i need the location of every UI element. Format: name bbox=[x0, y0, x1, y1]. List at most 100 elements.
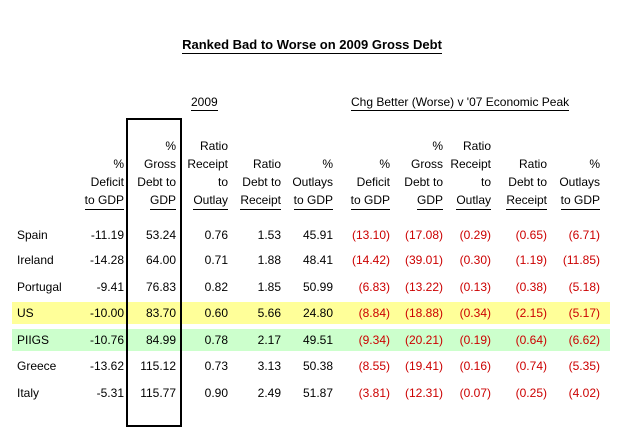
table-cell: 53.24 bbox=[145, 228, 176, 242]
column-header-line: to GDP bbox=[84, 191, 124, 210]
table-cell: (12.31) bbox=[404, 386, 443, 400]
table-cell: (0.34) bbox=[459, 306, 491, 320]
column-header: % Outlays to GDP bbox=[540, 142, 600, 210]
column-header-line: Outlay bbox=[193, 191, 228, 210]
table-cell: (3.81) bbox=[358, 386, 390, 400]
column-header-line: Debt to bbox=[508, 175, 547, 189]
column-header-line: % bbox=[322, 157, 333, 171]
table-row: Greece -13.62 115.12 0.73 3.13 50.38 (8.55) (19… bbox=[12, 355, 610, 377]
table-cell: (6.83) bbox=[358, 280, 390, 294]
column-header: % Gross Debt to GDP bbox=[116, 139, 176, 210]
column-header-line: Receipt bbox=[506, 191, 547, 210]
table-cell: (20.21) bbox=[404, 333, 443, 347]
table-row: US -10.00 83.70 0.60 5.66 24.80 (8.84) (18.88) (… bbox=[12, 302, 610, 324]
column-header-line: Debt to bbox=[404, 175, 443, 189]
table-cell: (1.19) bbox=[515, 253, 547, 267]
table-cell: -10.00 bbox=[89, 306, 124, 320]
table-cell: -9.41 bbox=[96, 280, 124, 294]
table-cell: 49.51 bbox=[302, 333, 333, 347]
table-row: Portugal -9.41 76.83 0.82 1.85 50.99 (6.83) (13… bbox=[12, 276, 610, 298]
column-header-line: Outlays bbox=[559, 175, 600, 189]
row-country-label: Italy bbox=[17, 386, 40, 400]
column-header-line: Ratio bbox=[199, 139, 228, 153]
table-cell: (17.08) bbox=[404, 228, 443, 242]
table-cell: 1.85 bbox=[257, 280, 281, 294]
gross-debt-highlight-box bbox=[126, 118, 182, 427]
group-label-change: Chg Better (Worse) v '07 Economic Peak bbox=[351, 95, 570, 111]
column-header-line: % bbox=[589, 157, 600, 171]
row-country-label: PIIGS bbox=[17, 333, 50, 347]
column-header-line: Receipt bbox=[187, 157, 228, 171]
table-cell: 115.77 bbox=[140, 386, 176, 400]
table-cell: -13.62 bbox=[89, 359, 124, 373]
column-header-line: Outlays bbox=[292, 175, 333, 189]
table-cell: (14.42) bbox=[351, 253, 390, 267]
table-row: Ireland -14.28 64.00 0.71 1.88 48.41 (14.42) (3… bbox=[12, 249, 610, 271]
table-cell: (13.10) bbox=[351, 228, 390, 242]
column-header: % Deficit to GDP bbox=[330, 142, 390, 210]
column-header-line: to GDP bbox=[293, 191, 333, 210]
table-row: PIIGS -10.76 84.99 0.78 2.17 49.51 (9.34) (20.2… bbox=[12, 329, 610, 351]
table-cell: (8.84) bbox=[358, 306, 390, 320]
table-cell: (13.22) bbox=[404, 280, 443, 294]
table-cell: (0.25) bbox=[515, 386, 547, 400]
table-cell: 2.17 bbox=[257, 333, 281, 347]
table-cell: (0.16) bbox=[459, 359, 491, 373]
column-header-line: Gross bbox=[143, 157, 176, 171]
group-label-2009: 2009 bbox=[191, 95, 218, 111]
table-cell: 50.38 bbox=[302, 359, 333, 373]
table-row: Spain -11.19 53.24 0.76 1.53 45.91 (13.10) (17.… bbox=[12, 224, 610, 246]
table-cell: (6.62) bbox=[568, 333, 600, 347]
column-header: Ratio Debt to Receipt bbox=[221, 142, 281, 210]
column-header-line: to GDP bbox=[560, 191, 600, 210]
table-cell: (5.18) bbox=[568, 280, 600, 294]
table-cell: 1.88 bbox=[257, 253, 281, 267]
column-header-line: % bbox=[432, 139, 443, 153]
table-cell: -5.31 bbox=[96, 386, 124, 400]
table-cell: (4.02) bbox=[568, 386, 600, 400]
column-header-line: GDP bbox=[416, 191, 443, 210]
column-header-line: to GDP bbox=[350, 191, 390, 210]
column-header-line: Debt to bbox=[137, 175, 176, 189]
column-header-line: % bbox=[113, 157, 124, 171]
column-header-line: Deficit bbox=[90, 175, 124, 189]
column-header-line: % bbox=[379, 157, 390, 171]
table-cell: (5.17) bbox=[568, 306, 600, 320]
table-cell: (0.74) bbox=[515, 359, 547, 373]
table-cell: 2.49 bbox=[257, 386, 281, 400]
table-cell: (0.29) bbox=[459, 228, 491, 242]
table-cell: 48.41 bbox=[302, 253, 333, 267]
column-header-line: GDP bbox=[149, 191, 176, 210]
table-cell: 0.71 bbox=[204, 253, 228, 267]
table-cell: (0.65) bbox=[515, 228, 547, 242]
table-cell: (9.34) bbox=[358, 333, 390, 347]
row-country-label: Portugal bbox=[17, 280, 62, 294]
table-cell: 76.83 bbox=[145, 280, 176, 294]
column-header-line: % bbox=[165, 139, 176, 153]
column-header-line: Ratio bbox=[462, 139, 491, 153]
table-cell: 24.80 bbox=[302, 306, 333, 320]
table-cell: (0.30) bbox=[459, 253, 491, 267]
table-cell: -14.28 bbox=[89, 253, 124, 267]
row-country-label: Ireland bbox=[17, 253, 54, 267]
column-header-line: Gross bbox=[410, 157, 443, 171]
table-cell: 0.78 bbox=[204, 333, 228, 347]
column-header: % Deficit to GDP bbox=[64, 142, 124, 210]
table-cell: (19.41) bbox=[404, 359, 443, 373]
table-cell: 1.53 bbox=[257, 228, 281, 242]
table-cell: (0.38) bbox=[515, 280, 547, 294]
column-header: % Outlays to GDP bbox=[273, 142, 333, 210]
table-cell: -10.76 bbox=[89, 333, 124, 347]
table-cell: (0.64) bbox=[515, 333, 547, 347]
table-cell: 0.90 bbox=[204, 386, 228, 400]
table-cell: (8.55) bbox=[358, 359, 390, 373]
column-header-line: to bbox=[480, 175, 491, 189]
column-header-line: Ratio bbox=[518, 157, 547, 171]
table-cell: 51.87 bbox=[302, 386, 333, 400]
table-cell: (0.19) bbox=[459, 333, 491, 347]
table-cell: (11.85) bbox=[562, 253, 600, 267]
table-cell: 3.13 bbox=[257, 359, 281, 373]
table-cell: 0.82 bbox=[204, 280, 228, 294]
table-row: Italy -5.31 115.77 0.90 2.49 51.87 (3.81) (12.3… bbox=[12, 382, 610, 404]
row-country-label: US bbox=[17, 306, 34, 320]
